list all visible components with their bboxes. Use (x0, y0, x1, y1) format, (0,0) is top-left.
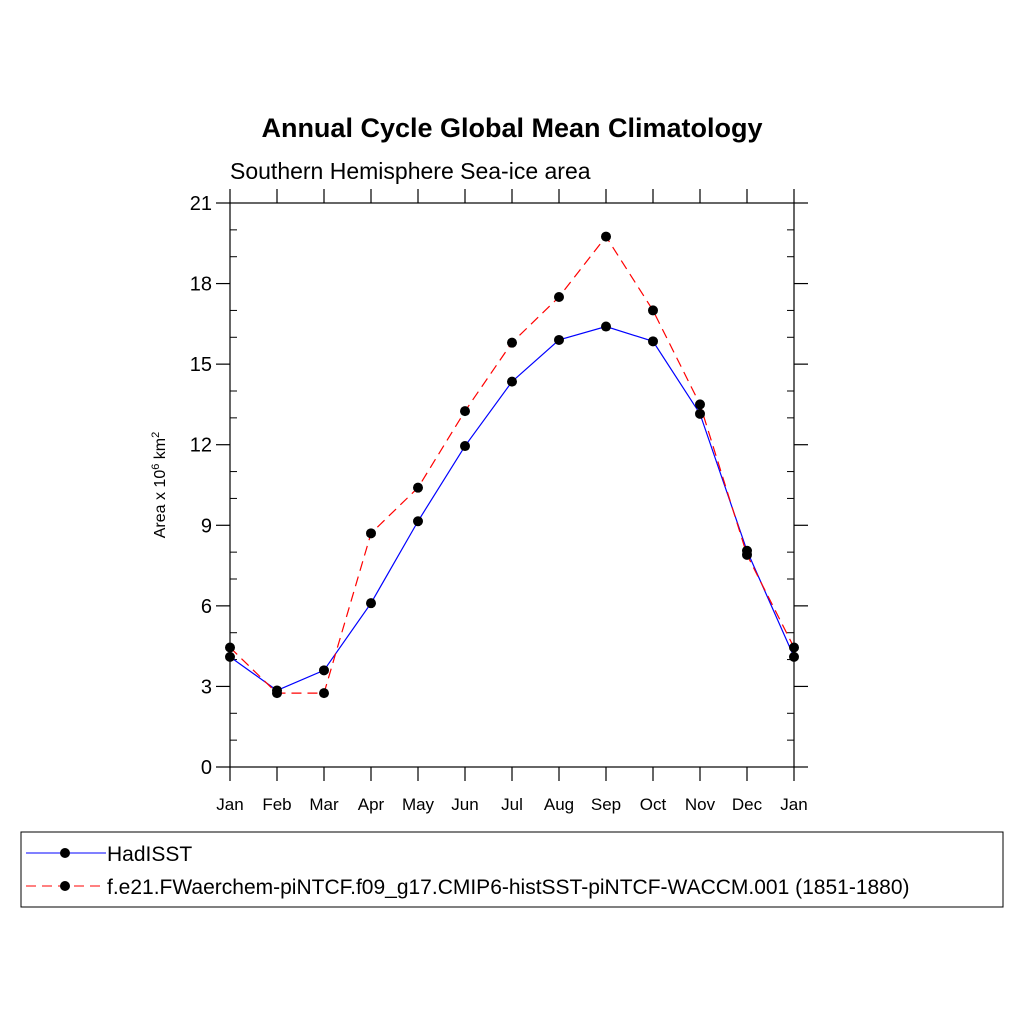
y-tick-label: 15 (190, 354, 212, 376)
series-1-point (272, 688, 282, 699)
y-tick-label: 18 (190, 274, 212, 296)
legend-label-model: f.e21.FWaerchem-piNTCF.f09_g17.CMIP6-his… (107, 876, 910, 899)
series-1-point (366, 528, 376, 539)
series-1-point (554, 292, 564, 302)
series-1-point (601, 231, 611, 242)
legend-marker-hadisst (60, 848, 70, 858)
series-1-point (319, 688, 329, 699)
series-1-point (648, 305, 658, 316)
y-tick-label: 6 (201, 596, 212, 618)
series-1-point (460, 406, 470, 417)
series-0-point (366, 598, 376, 609)
series-1-point (225, 642, 235, 653)
x-tick-label: Mar (309, 795, 339, 814)
x-tick-label: Jan (216, 795, 243, 814)
legend: HadISST f.e21.FWaerchem-piNTCF.f09_g17.C… (20, 831, 1004, 908)
x-tick-label: Oct (640, 795, 667, 814)
series-line-1 (229, 235, 795, 694)
x-tick-label: Dec (732, 795, 763, 814)
y-tick-label: 3 (201, 676, 212, 698)
y-tick-label: 9 (201, 515, 212, 537)
chart-title: Annual Cycle Global Mean Climatology (261, 113, 762, 143)
series-0-point (695, 408, 705, 419)
x-tick-label: Nov (685, 795, 716, 814)
series-0-point (601, 321, 611, 332)
series-group (225, 231, 799, 699)
series-0-point (789, 651, 799, 662)
y-tick-label: 0 (201, 757, 212, 779)
x-tick-label: Jul (501, 795, 523, 814)
x-tick-label: Aug (544, 795, 574, 814)
x-tick-label: Sep (591, 795, 621, 814)
y-axis-label-exponent-1: 6 (150, 464, 162, 470)
legend-label-hadisst: HadISST (107, 843, 192, 866)
plot-frame (229, 202, 795, 768)
y-axis: 0 3 6 9 12 15 18 21 (190, 193, 808, 779)
series-1-point (742, 549, 752, 560)
series-0-point (319, 665, 329, 676)
y-axis-label-unit: km (152, 438, 169, 464)
series-1-point (695, 399, 705, 410)
minor-ticks (230, 229, 794, 741)
series-1-point (507, 337, 517, 348)
x-tick-label: Feb (262, 795, 291, 814)
series-0-point (554, 334, 564, 345)
series-1-point (413, 482, 423, 493)
series-0-point (413, 516, 423, 527)
series-0-point (460, 441, 470, 452)
y-axis-label: Area x 106 km2 (150, 432, 169, 539)
y-axis-label-exponent-2: 2 (150, 432, 162, 438)
y-axis-label-base: Area x 10 (152, 470, 169, 539)
legend-marker-model (60, 881, 70, 891)
x-tick-label: Jun (451, 795, 478, 814)
x-tick-label: Apr (358, 795, 385, 814)
y-tick-label: 21 (190, 193, 212, 215)
series-0-point (648, 336, 658, 347)
series-1-point (789, 642, 799, 653)
series-0-point (507, 376, 517, 387)
x-axis: Jan Feb Mar Apr May Jun Jul Aug Sep Oct Nov Dec Jan (216, 189, 808, 814)
legend-box (20, 831, 1004, 908)
chart-subtitle: Southern Hemisphere Sea-ice area (230, 158, 591, 184)
series-0-point (225, 651, 235, 662)
x-tick-label: Jan (780, 795, 807, 814)
x-tick-label: May (402, 795, 435, 814)
y-tick-label: 12 (190, 435, 212, 457)
